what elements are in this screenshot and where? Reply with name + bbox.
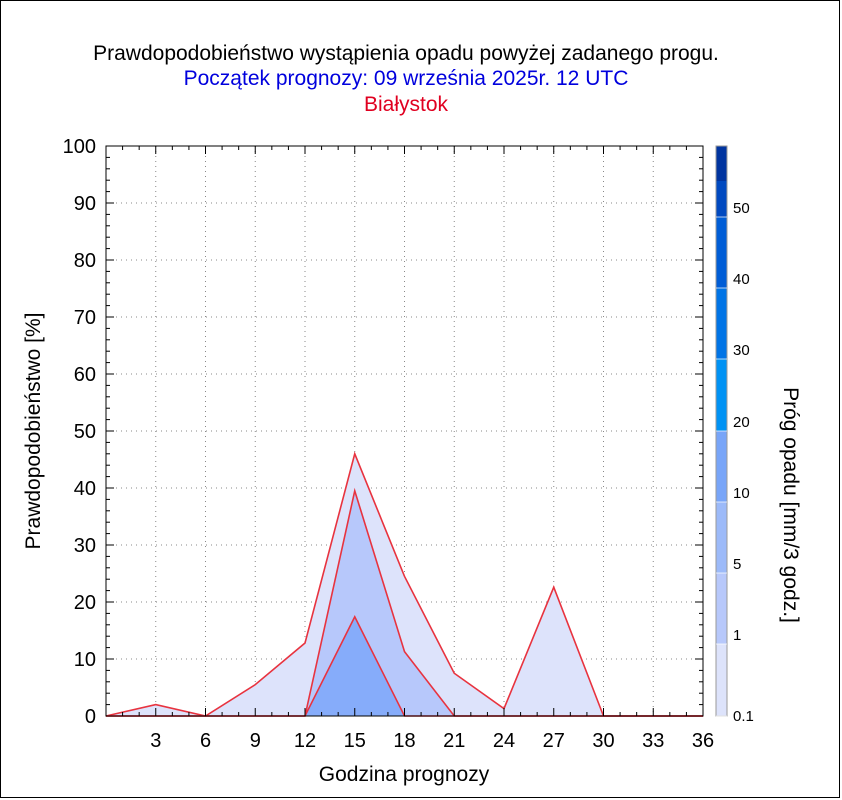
colorbar-label: 10 [733, 485, 750, 502]
y-tick-label: 50 [74, 421, 96, 443]
colorbar-label: 0.1 [733, 708, 754, 725]
y-tick-label: 80 [74, 250, 96, 272]
colorbar-label: 5 [733, 556, 741, 573]
x-tick-label: 27 [543, 730, 565, 752]
axes: 3 6 9 12 15 18 21 24 27 30 33 360102030405060708090… [63, 136, 715, 752]
colorbar-title: Próg opadu [mm/3 godz.] [779, 387, 802, 623]
y-axis-title: Prawdopodobieństwo [%] [22, 313, 45, 550]
colorbar-segment [716, 644, 727, 716]
location-name: Białystok [363, 93, 449, 116]
x-tick-label: 15 [344, 730, 366, 752]
colorbar-segment [716, 573, 727, 644]
colorbar-label: 30 [733, 342, 750, 359]
colorbar-segment [716, 431, 727, 502]
y-tick-label: 20 [74, 592, 96, 614]
x-tick-label: 9 [250, 730, 261, 752]
colorbar: 0.1 1 5 10 20 30 40 50 [715, 145, 754, 725]
series-areas [105, 451, 703, 717]
colorbar-label: 1 [733, 627, 741, 644]
colorbar-label: 50 [733, 200, 750, 217]
x-tick-label: 6 [200, 730, 211, 752]
colorbar-label: 40 [733, 271, 750, 288]
x-tick-label: 18 [393, 730, 415, 752]
colorbar-segment [716, 502, 727, 573]
colorbar-segment [716, 146, 727, 181]
x-tick-label: 36 [692, 730, 714, 752]
colorbar-segment [716, 217, 727, 288]
y-tick-label: 0 [85, 706, 96, 728]
forecast-start: Początek prognozy: 09 września 2025r. 12… [183, 67, 629, 90]
chart-title: Prawdopodobieństwo wystąpienia opadu pow… [93, 42, 719, 65]
series-area-0.1 [106, 453, 703, 716]
y-tick-label: 30 [74, 535, 96, 557]
y-tick-label: 60 [74, 364, 96, 386]
x-tick-label: 3 [150, 730, 161, 752]
x-tick-label: 33 [642, 730, 664, 752]
colorbar-segment [716, 359, 727, 431]
x-tick-label: 24 [493, 730, 515, 752]
y-tick-label: 70 [74, 307, 96, 329]
y-tick-label: 100 [63, 136, 96, 158]
x-tick-label: 30 [592, 730, 614, 752]
y-tick-label: 90 [74, 193, 96, 215]
x-tick-label: 21 [443, 730, 465, 752]
x-axis-title: Godzina prognozy [319, 763, 490, 786]
colorbar-segment [716, 288, 727, 359]
x-tick-label: 12 [294, 730, 316, 752]
colorbar-segment [716, 181, 727, 217]
y-tick-label: 10 [74, 649, 96, 671]
colorbar-label: 20 [733, 414, 750, 431]
series-area-1 [106, 490, 703, 716]
y-tick-label: 40 [74, 478, 96, 500]
